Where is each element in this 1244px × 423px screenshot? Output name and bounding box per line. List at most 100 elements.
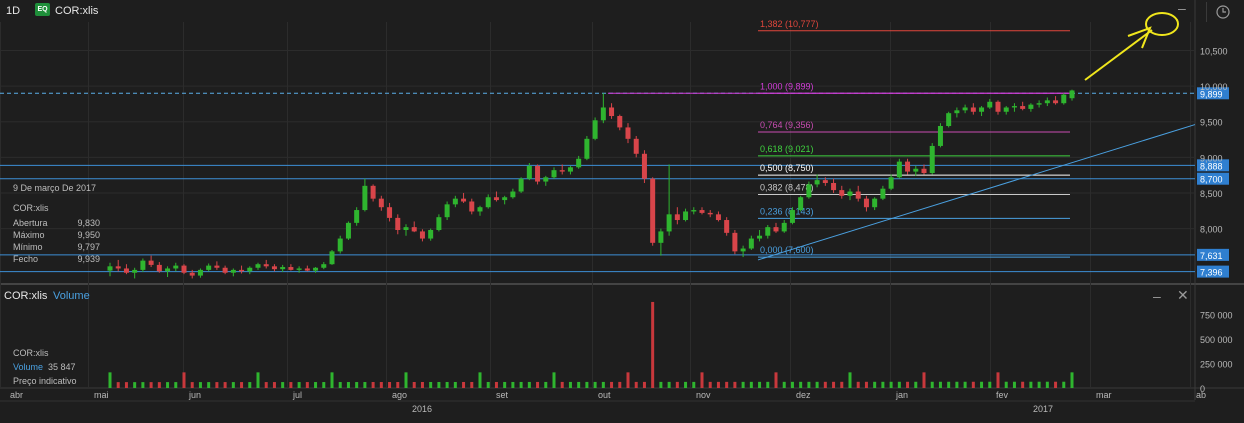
- candle-body-58: [584, 138, 590, 159]
- x-tick-mai: mai: [94, 390, 109, 400]
- volume-bar-31: [363, 382, 367, 388]
- candle-body-30: [354, 210, 360, 223]
- clock-button[interactable]: [1206, 2, 1237, 22]
- candle-body-57: [576, 158, 582, 168]
- volume-bar-77: [741, 381, 745, 388]
- fib-label-2: 0,764 (9,356): [760, 120, 814, 130]
- x-tick-jun: jun: [188, 390, 201, 400]
- candle-body-103: [954, 110, 960, 114]
- support-label-1: 8,700: [1200, 175, 1223, 185]
- x-tick-jul: jul: [292, 390, 302, 400]
- volume-bar-81: [774, 372, 778, 388]
- candle-body-51: [526, 165, 532, 179]
- volume-bar-49: [511, 381, 515, 388]
- candle-body-44: [469, 201, 475, 212]
- minimize-price-icon[interactable]: –: [1178, 0, 1186, 16]
- year-label-2016: 2016: [412, 404, 432, 414]
- candle-body-90: [847, 191, 853, 196]
- volume-bar-108: [996, 372, 1000, 388]
- candle-body-111: [1020, 106, 1026, 109]
- support-label-3: 7,396: [1200, 268, 1223, 278]
- candle-body-8: [173, 265, 179, 269]
- volume-bar-23: [297, 382, 301, 388]
- volume-bar-65: [642, 381, 646, 388]
- candle-body-91: [855, 191, 861, 199]
- candle-body-49: [510, 191, 516, 198]
- volume-bar-45: [478, 372, 482, 388]
- volume-bar-111: [1021, 381, 1025, 388]
- candle-body-3: [132, 269, 138, 273]
- volume-bar-0: [108, 372, 112, 388]
- volume-bar-25: [314, 382, 318, 388]
- volume-bar-103: [955, 381, 959, 388]
- candle-body-94: [880, 188, 886, 199]
- candle-body-22: [288, 267, 294, 270]
- candle-body-101: [937, 126, 943, 146]
- volume-bar-35: [396, 382, 400, 388]
- year-label-2017: 2017: [1033, 404, 1053, 414]
- candle-body-113: [1036, 103, 1042, 105]
- candle-body-84: [798, 197, 804, 211]
- volume-bar-18: [256, 372, 260, 388]
- volume-bar-40: [437, 381, 441, 388]
- candle-body-40: [436, 217, 442, 230]
- current-price-label: 9,899: [1200, 89, 1223, 99]
- candle-body-27: [329, 251, 335, 265]
- volume-bar-113: [1037, 381, 1041, 388]
- support-tag-2: [1197, 248, 1229, 261]
- y-tick-0: 10,500: [1200, 46, 1228, 56]
- volume-bar-54: [552, 372, 556, 388]
- candle-body-98: [913, 168, 919, 172]
- volume-bar-61: [610, 381, 614, 388]
- close-volume-icon[interactable]: ✕: [1177, 287, 1189, 303]
- candle-body-116: [1061, 94, 1067, 104]
- support-tag-1: [1197, 172, 1229, 185]
- volume-bar-7: [166, 382, 170, 388]
- candle-body-37: [411, 227, 417, 232]
- candle-body-96: [896, 161, 902, 178]
- volume-bar-87: [823, 381, 827, 388]
- volume-bar-88: [832, 381, 836, 388]
- y-tick-3: 9,000: [1200, 153, 1223, 163]
- x-tick-dez: dez: [796, 390, 811, 400]
- fib-label-1: 1,000 (9,899): [760, 81, 814, 91]
- candle-body-11: [197, 269, 203, 276]
- candle-body-10: [189, 272, 195, 276]
- candle-body-115: [1053, 100, 1059, 104]
- vol-info-value: 35 847: [48, 362, 76, 372]
- candle-body-12: [206, 265, 212, 270]
- candle-body-55: [559, 170, 565, 172]
- volume-bar-63: [626, 372, 630, 388]
- symbol-label[interactable]: COR:xlis: [55, 5, 99, 17]
- info-open-label: Abertura: [13, 218, 48, 228]
- volume-bar-13: [215, 382, 219, 388]
- volume-bar-66: [651, 301, 655, 388]
- y-tick-5: 8,000: [1200, 225, 1223, 235]
- candle-body-68: [666, 214, 672, 232]
- candle-body-108: [995, 101, 1001, 112]
- candle-body-60: [600, 107, 606, 121]
- volume-bar-67: [659, 381, 663, 388]
- volume-bar-36: [404, 372, 408, 388]
- volume-bar-98: [914, 381, 918, 388]
- volume-bar-62: [618, 381, 622, 388]
- volume-title[interactable]: Volume: [53, 290, 90, 302]
- candle-body-72: [699, 210, 705, 213]
- volume-bar-71: [692, 381, 696, 388]
- candle-body-81: [773, 227, 779, 232]
- vol-tick-0: 750 000: [1200, 311, 1233, 321]
- volume-bar-76: [733, 381, 737, 388]
- candle-body-107: [987, 101, 993, 108]
- volume-bar-24: [305, 382, 309, 388]
- candle-body-47: [493, 197, 499, 201]
- candle-body-5: [148, 260, 154, 265]
- minimize-volume-icon[interactable]: –: [1153, 288, 1161, 304]
- candle-body-1: [115, 266, 121, 269]
- candle-body-76: [732, 232, 738, 252]
- candle-body-46: [485, 197, 491, 208]
- candle-body-82: [781, 222, 787, 232]
- vol-tick-3: 0: [1200, 384, 1205, 394]
- volume-bar-21: [281, 382, 285, 388]
- interval-label[interactable]: 1D: [6, 5, 21, 17]
